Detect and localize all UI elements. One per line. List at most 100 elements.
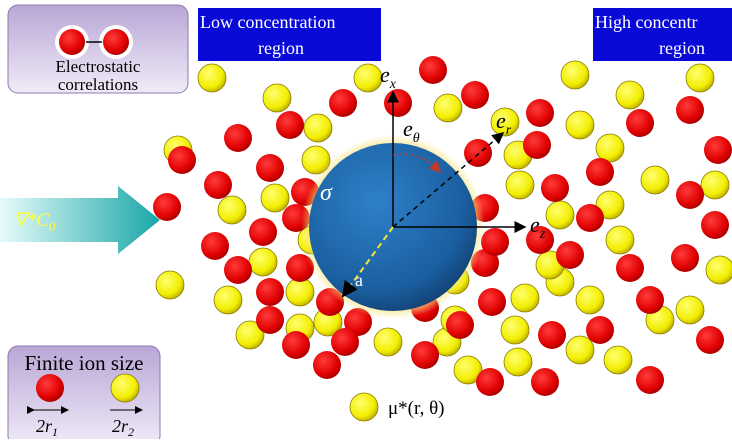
ion-yellow — [566, 336, 594, 364]
ion-yellow — [606, 226, 634, 254]
ion-yellow — [111, 374, 139, 402]
ion-yellow — [561, 61, 589, 89]
ion-yellow — [304, 114, 332, 142]
ion-yellow — [566, 111, 594, 139]
ion-red — [676, 96, 704, 124]
ion-red — [586, 316, 614, 344]
ion-red — [224, 256, 252, 284]
ion-red — [313, 351, 341, 379]
ion-yellow — [676, 296, 704, 324]
sub: 2 — [128, 425, 134, 439]
sub: r — [506, 123, 512, 138]
ion-red — [204, 171, 232, 199]
radius-label: a — [355, 270, 363, 290]
ion-red — [701, 211, 729, 239]
ion-red — [384, 89, 412, 117]
ion-yellow — [198, 64, 226, 92]
ion-red — [704, 136, 732, 164]
ion-red — [626, 109, 654, 137]
high-region-line: region — [659, 38, 705, 58]
ion-red — [636, 286, 664, 314]
high-region-line: High concentr — [595, 12, 697, 32]
ion-red — [478, 288, 506, 316]
ion-red — [411, 341, 439, 369]
ion-red — [168, 146, 196, 174]
base: e — [403, 116, 413, 141]
ion-red — [676, 181, 704, 209]
ion-red — [103, 29, 129, 55]
ion-yellow — [261, 184, 289, 212]
ion-yellow — [616, 81, 644, 109]
ion-yellow — [701, 171, 729, 199]
ion-yellow — [641, 166, 669, 194]
ion-red — [531, 368, 559, 396]
page: { "regions": { "low": {"lines": ["Low co… — [0, 0, 732, 439]
ion-red — [276, 111, 304, 139]
ion-yellow — [434, 94, 462, 122]
ion-red — [616, 254, 644, 282]
ex-label: ex — [380, 62, 397, 92]
ion-red — [59, 29, 85, 55]
ion-red — [446, 311, 474, 339]
ion-red — [419, 56, 447, 84]
ion-yellow — [504, 348, 532, 376]
ion-red — [224, 124, 252, 152]
ion-yellow — [596, 134, 624, 162]
ion-yellow — [263, 84, 291, 112]
ion-red — [282, 331, 310, 359]
charge-label: σ — [320, 180, 333, 206]
ion-yellow — [249, 248, 277, 276]
ion-red — [526, 99, 554, 127]
ion-yellow — [286, 278, 314, 306]
ion-red — [331, 328, 359, 356]
ion-red — [464, 139, 492, 167]
ion-yellow — [604, 346, 632, 374]
ion-red — [256, 278, 284, 306]
ion-red — [476, 368, 504, 396]
base: 2r — [112, 416, 129, 436]
sub: x — [389, 77, 397, 92]
ion-red — [329, 89, 357, 117]
ion-red — [461, 81, 489, 109]
ion-yellow — [506, 171, 534, 199]
ion-yellow — [686, 64, 714, 92]
base: 2r — [36, 416, 53, 436]
ion-red — [556, 241, 584, 269]
ion-red — [201, 232, 229, 260]
ion-red — [249, 218, 277, 246]
ion-yellow — [214, 286, 242, 314]
ion-red — [256, 154, 284, 182]
base: e — [380, 62, 390, 87]
ion-yellow — [501, 316, 529, 344]
base: e — [530, 212, 540, 237]
sub: 1 — [52, 425, 58, 439]
ion-red — [696, 326, 724, 354]
ion-yellow — [218, 196, 246, 224]
low-region-line: region — [258, 38, 304, 58]
ion-red — [523, 131, 551, 159]
ion-red — [586, 158, 614, 186]
ion-yellow — [511, 284, 539, 312]
base: ∇*C — [14, 210, 49, 231]
inset-line: correlations — [58, 75, 138, 94]
ion-yellow — [374, 328, 402, 356]
ion-red — [576, 204, 604, 232]
ion-yellow — [546, 201, 574, 229]
ion-yellow — [354, 64, 382, 92]
ion-red — [36, 374, 64, 402]
base: e — [496, 108, 506, 133]
low-region-line: Low concentration — [200, 12, 335, 32]
diagram: σ a ex eθ er ez μ*(r, θ) ∇*C0 Low concen… — [0, 0, 732, 439]
inset-title: Finite ion size — [25, 351, 144, 375]
ion-red — [153, 193, 181, 221]
sub: θ — [413, 131, 420, 146]
ion-yellow — [576, 286, 604, 314]
potential-label: μ*(r, θ) — [388, 398, 445, 419]
sub: 0 — [49, 219, 56, 234]
inset-line: Electrostatic — [56, 57, 141, 76]
ion-yellow — [156, 271, 184, 299]
sub: z — [539, 227, 546, 242]
ion-red — [256, 306, 284, 334]
ion-red — [541, 174, 569, 202]
ion-yellow — [706, 256, 732, 284]
